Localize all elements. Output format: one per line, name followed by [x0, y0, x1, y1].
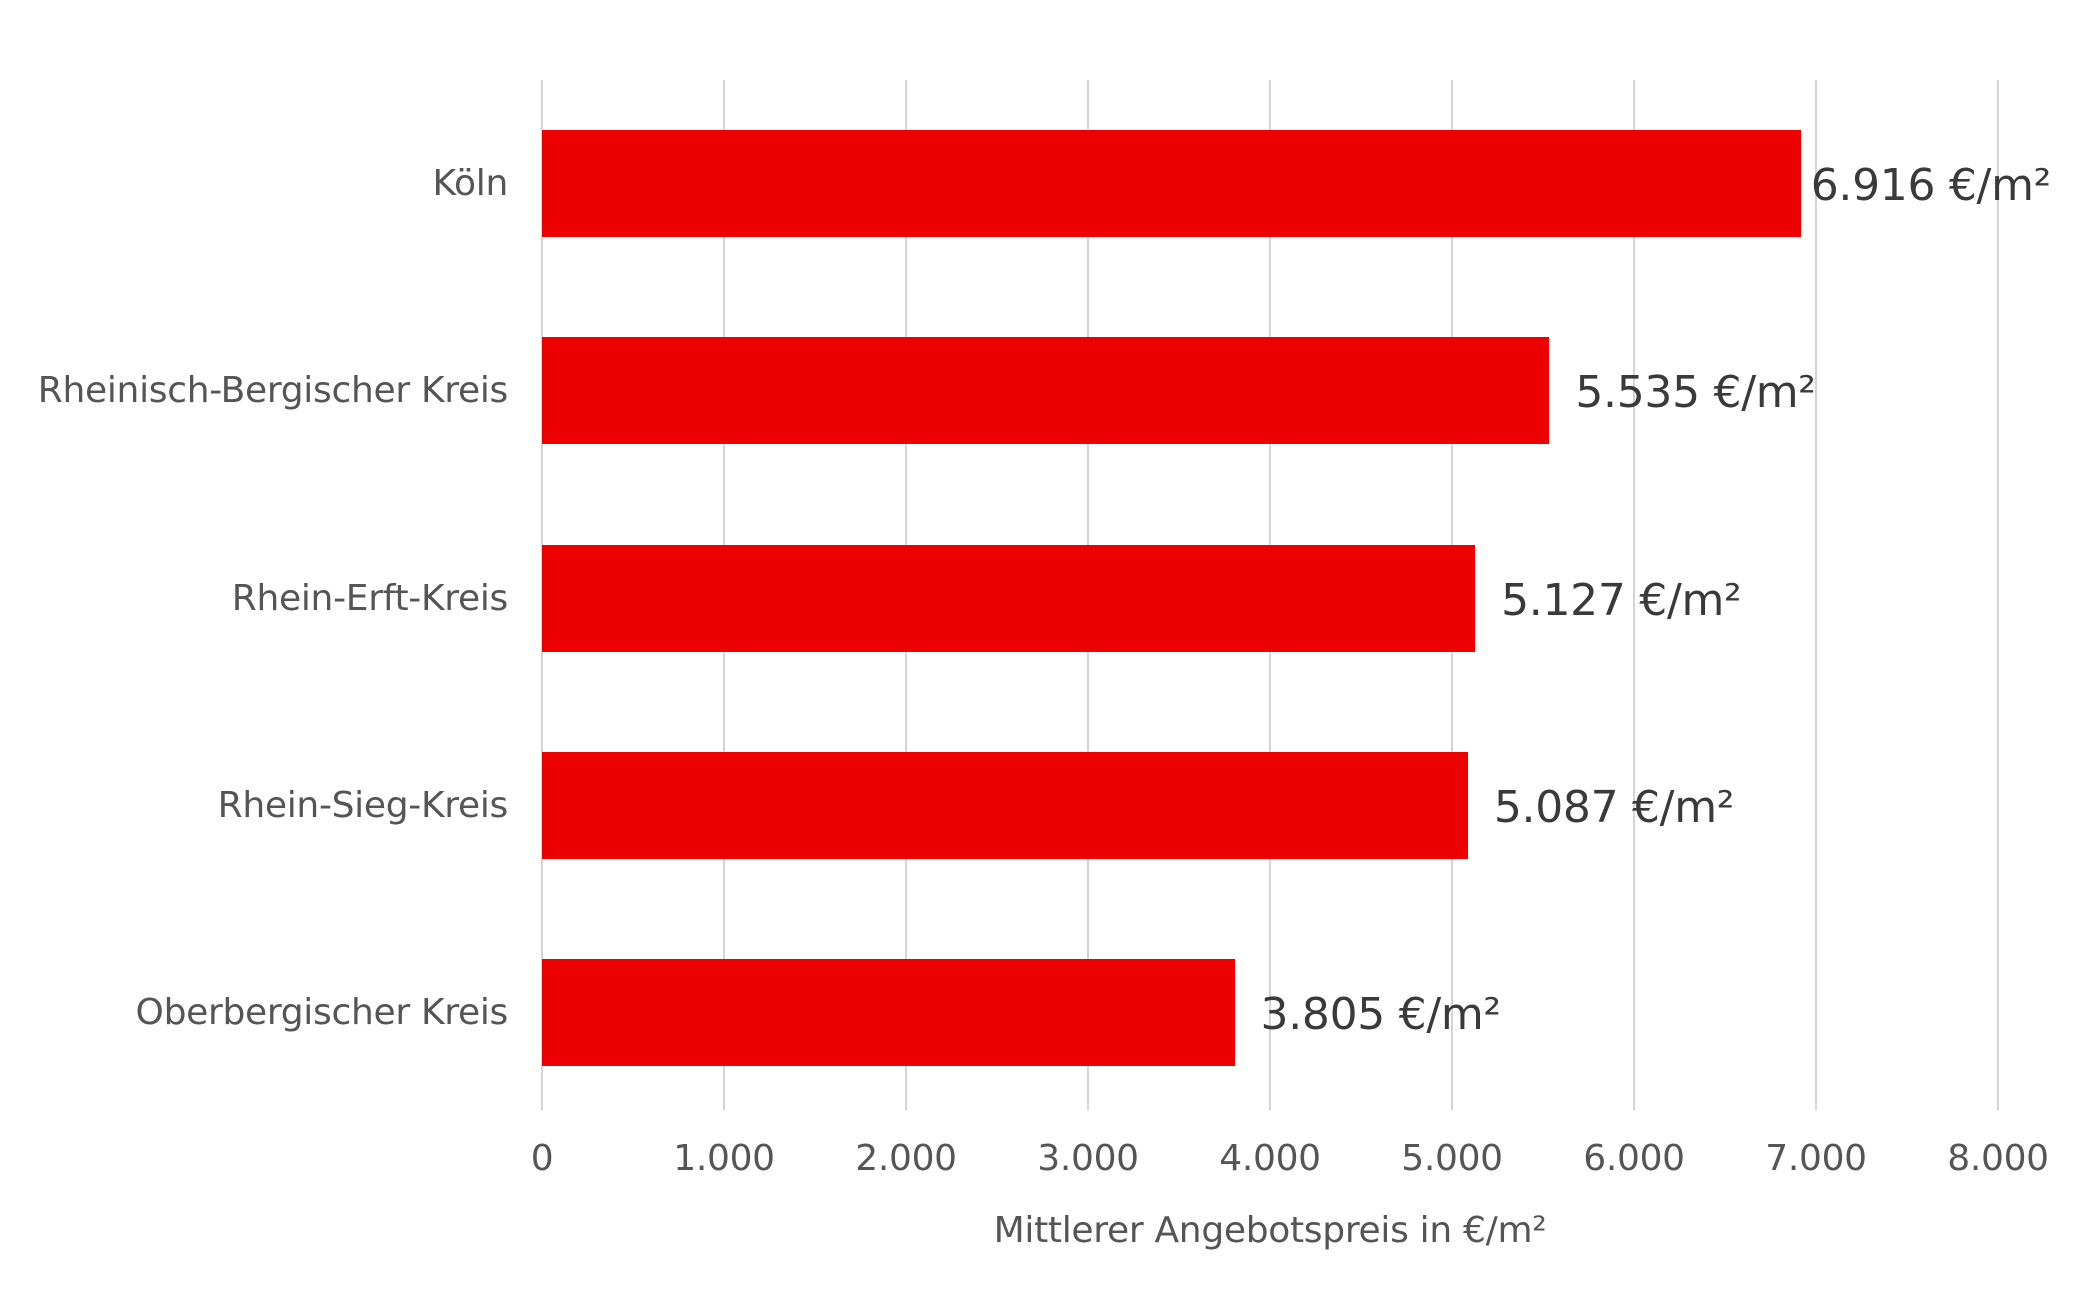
- category-label: Rhein-Sieg-Kreis: [217, 784, 509, 826]
- data-label: 5.535 €/m²: [1575, 367, 1816, 419]
- bar: [542, 337, 1550, 445]
- gridline: [1815, 80, 1817, 1110]
- x-tick-label: 5.000: [1401, 1138, 1503, 1179]
- bar: [542, 544, 1476, 652]
- bar: [542, 959, 1235, 1067]
- category-label: Rhein-Erft-Kreis: [231, 577, 509, 619]
- category-label: Oberbergischer Kreis: [135, 992, 509, 1034]
- x-tick-label: 0: [530, 1138, 554, 1179]
- data-label: 6.916 €/m²: [1810, 160, 2052, 211]
- gridline: [1997, 80, 1999, 1110]
- x-tick-label: 1.000: [673, 1138, 775, 1179]
- data-label: 5.087 €/m²: [1493, 781, 1735, 833]
- x-tick-label: 8.000: [1947, 1138, 2049, 1179]
- bar: [542, 130, 1801, 237]
- category-label: Rheinisch-Bergischer Kreis: [37, 370, 509, 412]
- data-label: 5.127 €/m²: [1501, 574, 1742, 626]
- x-axis-title: Mittlerer Angebotspreis in €/m²: [993, 1210, 1547, 1251]
- data-label: 3.805 €/m²: [1260, 989, 1502, 1041]
- x-tick-label: 4.000: [1219, 1138, 1321, 1179]
- x-tick-label: 7.000: [1765, 1138, 1867, 1179]
- category-label: Köln: [432, 163, 509, 204]
- x-tick-label: 6.000: [1583, 1138, 1685, 1179]
- x-tick-label: 2.000: [855, 1138, 957, 1179]
- bar: [542, 751, 1468, 859]
- gridline: [1633, 80, 1635, 1110]
- x-tick-label: 3.000: [1037, 1138, 1139, 1179]
